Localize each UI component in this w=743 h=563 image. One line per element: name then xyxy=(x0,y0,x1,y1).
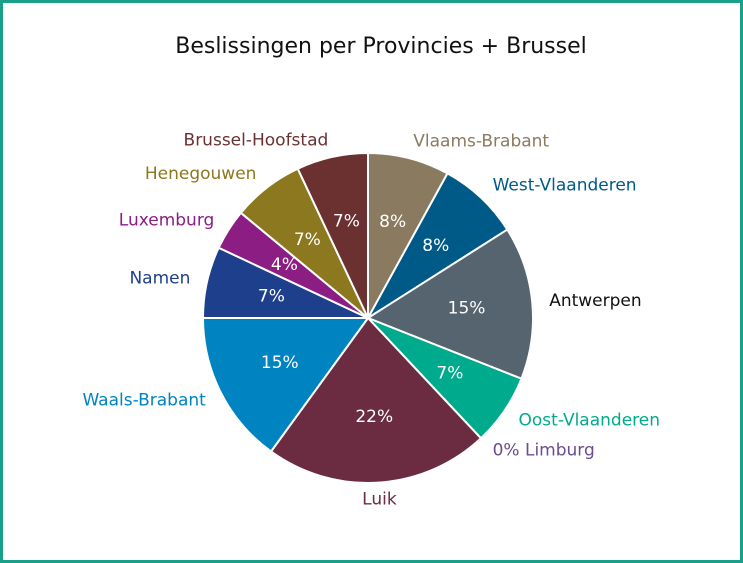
category-label: Brussel-Hoofstad xyxy=(184,130,329,150)
category-label: Oost-Vlaanderen xyxy=(519,410,661,430)
slice-label: Brussel-Hoofstad xyxy=(184,130,329,150)
pie-slice xyxy=(269,316,483,484)
value-label: 7% xyxy=(258,286,285,306)
slice-label: Luxemburg xyxy=(119,210,215,230)
value-label: 8% xyxy=(422,236,449,256)
pie-slice xyxy=(201,317,370,453)
slice-label: 0% Limburg xyxy=(493,441,595,461)
slice-label: Henegouwen xyxy=(145,164,257,184)
category-label: Henegouwen xyxy=(145,164,257,184)
category-label: Luxemburg xyxy=(119,210,215,230)
slice-label: Vlaams-Brabant xyxy=(413,132,549,152)
slice-label: West-Vlaanderen xyxy=(493,175,637,195)
value-label: 4% xyxy=(271,255,298,275)
category-label: Luik xyxy=(362,490,397,510)
value-label: 22% xyxy=(355,407,393,427)
category-label: Waals-Brabant xyxy=(82,391,206,411)
category-label: Namen xyxy=(129,268,190,288)
slice-label: Oost-Vlaanderen xyxy=(519,410,661,430)
pie-slice xyxy=(365,228,534,381)
value-label: 7% xyxy=(333,211,360,231)
category-label: West-Vlaanderen xyxy=(493,175,637,195)
value-label: 15% xyxy=(448,299,486,319)
chart-title: Beslissingen per Provincies + Brussel xyxy=(175,34,587,59)
category-label: Antwerpen xyxy=(549,291,641,311)
slice-label: Antwerpen xyxy=(549,291,641,311)
category-label: Vlaams-Brabant xyxy=(413,132,549,152)
value-label: 7% xyxy=(294,230,321,250)
value-label: 7% xyxy=(436,364,463,384)
value-label: 0% xyxy=(493,441,520,461)
slice-label: Namen xyxy=(129,268,190,288)
category-label: Limburg xyxy=(525,441,595,461)
value-label: 15% xyxy=(261,353,299,373)
pie-slice xyxy=(296,151,369,319)
value-label: 8% xyxy=(379,212,406,232)
slice-label: Luik xyxy=(362,490,397,510)
slice-label: Waals-Brabant xyxy=(82,391,206,411)
